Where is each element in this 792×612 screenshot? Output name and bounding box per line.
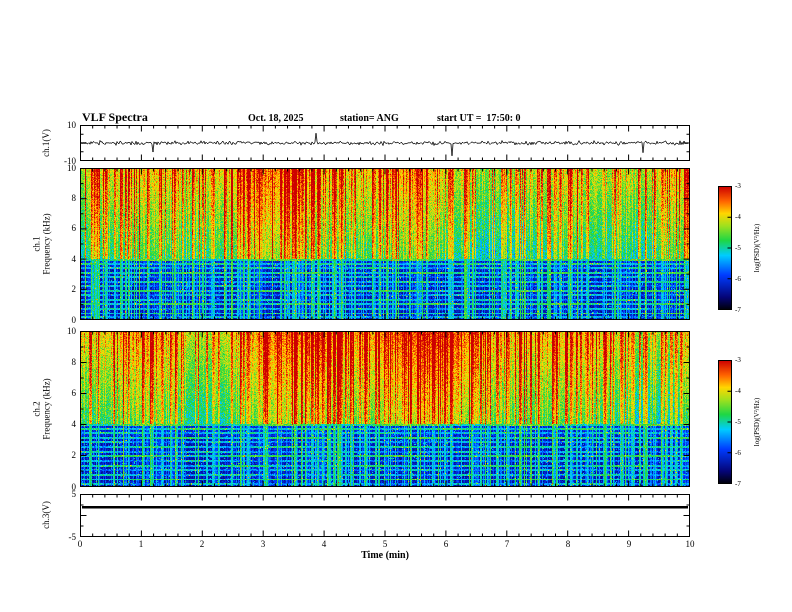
spec1-ytick-label: 0	[71, 314, 77, 325]
spec1-ytick-label: 4	[71, 253, 77, 264]
ch1v-ytick-label: 10	[67, 119, 76, 130]
figure-title: VLF Spectra	[82, 110, 148, 124]
axis-label-frequency-1: Frequency (kHz)	[42, 213, 52, 275]
spec1-ytick-label: 6	[71, 223, 77, 234]
ch1-waveform-panel	[80, 125, 690, 161]
ch1v-ytick-label: -10	[64, 155, 76, 166]
date-label: Oct. 18, 2025	[248, 113, 304, 124]
ch3v-ytick-label: -5	[68, 531, 77, 542]
colorbar2-tick-label: -4	[735, 386, 741, 395]
axis-label-ch2: ch.2	[31, 401, 42, 417]
x-tick-label: 9	[626, 539, 632, 549]
x-tick-label: 5	[382, 539, 388, 549]
spec1-ytick-label: 2	[71, 284, 77, 295]
x-tick-label: 0	[77, 539, 83, 549]
colorbar1-tick-label: -6	[735, 274, 741, 283]
x-tick-label: 7	[504, 539, 510, 549]
x-tick-label: 2	[199, 539, 205, 549]
colorbar1-tick-label: -5	[735, 243, 741, 252]
ch1-spectrogram-panel	[80, 168, 690, 320]
axis-label-frequency-2: Frequency (kHz)	[42, 378, 52, 440]
colorbar2-tick-label: -6	[735, 448, 741, 457]
spec2-ytick-label: 6	[71, 387, 77, 398]
spec2-ytick-label: 8	[71, 356, 77, 367]
x-axis-label: Time (min)	[361, 550, 409, 561]
station-label: station= ANG	[340, 113, 399, 124]
axis-label-ch3-voltage: ch.3(V)	[40, 501, 51, 529]
colorbar1-tick-label: -7	[735, 305, 741, 314]
x-tick-label: 4	[321, 539, 327, 549]
x-tick-label: 3	[260, 539, 266, 549]
colorbar-label-ch1: log(PSD)(V²/Hz)	[752, 223, 761, 273]
axis-label-ch1-frequency: ch.1 Frequency (kHz)	[32, 213, 53, 274]
colorbar2-tick-label: -5	[735, 417, 741, 426]
axis-label-ch1: ch.1	[31, 236, 42, 252]
axis-label-ch1-voltage: ch.1(V)	[40, 129, 51, 157]
colorbar2-tick-label: -7	[735, 479, 741, 488]
spec2-ytick-label: 2	[71, 450, 77, 461]
ch3v-ytick-label: 5	[71, 488, 77, 499]
spec2-ytick-label: 4	[71, 419, 77, 430]
ch2-colorbar	[718, 360, 732, 484]
axis-label-ch2-frequency: ch.2 Frequency (kHz)	[32, 378, 53, 439]
ch1-colorbar	[718, 186, 732, 310]
spec2-ytick-label: 10	[67, 325, 76, 336]
colorbar1-tick-label: -4	[735, 212, 741, 221]
x-tick-label: 1	[138, 539, 144, 549]
spec2-ytick-label: 0	[71, 481, 77, 492]
ch2-spectrogram-panel	[80, 331, 690, 487]
start-ut-label: start UT = 17:50: 0	[437, 113, 521, 124]
spec1-ytick-label: 10	[67, 162, 76, 173]
colorbar-label-ch2: log(PSD)(V²/Hz)	[752, 397, 761, 447]
spec1-ytick-label: 8	[71, 192, 77, 203]
ch3-waveform-panel	[80, 494, 690, 537]
x-tick-label: 8	[565, 539, 571, 549]
x-tick-label: 6	[443, 539, 449, 549]
colorbar1-tick-label: -3	[735, 181, 741, 190]
colorbar2-tick-label: -3	[735, 355, 741, 364]
x-tick-label: 10	[685, 539, 695, 549]
